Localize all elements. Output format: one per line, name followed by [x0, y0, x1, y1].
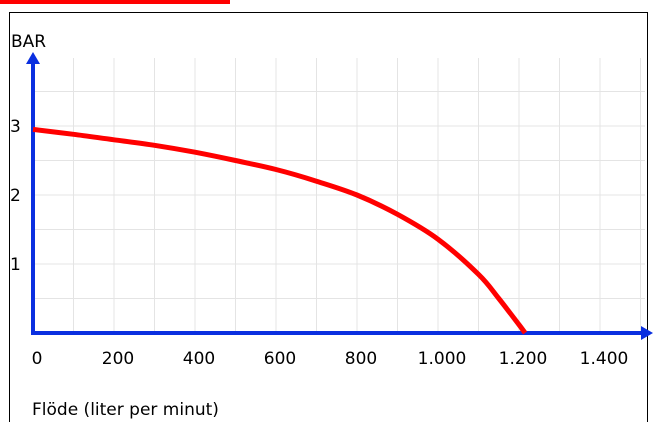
- x-tick-label: 0: [32, 349, 43, 369]
- x-tick-labels: 0 200 400 600 800 1.000 1.200 1.400: [32, 349, 629, 369]
- x-axis-title: Flöde (liter per minut): [32, 400, 219, 420]
- x-axis-arrow-icon: [641, 326, 653, 340]
- x-tick-label: 400: [183, 349, 215, 369]
- axes: [26, 52, 653, 340]
- x-tick-label: 1.000: [418, 349, 467, 369]
- y-tick-label: 1: [10, 255, 21, 275]
- y-tick-label: 3: [10, 117, 21, 137]
- x-tick-label: 800: [345, 349, 377, 369]
- grid-lines: [33, 58, 645, 333]
- x-tick-label: 1.400: [580, 349, 629, 369]
- series-line-pressure: [32, 126, 528, 335]
- chart-border: [9, 12, 648, 426]
- x-tick-label: 1.200: [499, 349, 548, 369]
- y-tick-labels: 1 2 3: [10, 117, 21, 275]
- x-tick-label: 600: [264, 349, 296, 369]
- series-layer: [32, 126, 528, 335]
- x-tick-label: 200: [102, 349, 134, 369]
- y-axis-arrow-icon: [26, 52, 40, 64]
- cropped-title-fragment: [0, 0, 230, 4]
- y-axis-title: BAR: [11, 32, 46, 52]
- y-tick-label: 2: [10, 186, 21, 206]
